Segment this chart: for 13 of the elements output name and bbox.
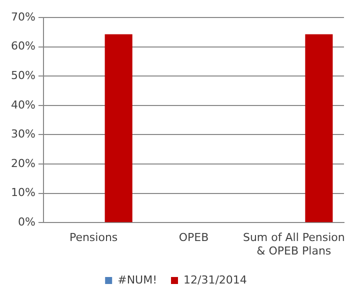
y-tick-label: 0% [18,215,36,228]
y-tick-label: 10% [10,186,36,200]
y-tick-label: 50% [10,69,36,82]
y-tick-label: 70% [10,10,36,24]
x-tick-label: Pensions [69,231,118,244]
y-tick-label: 30% [10,128,36,141]
x-tick-label: Sum of All Pension & OPEB Plans [242,231,345,258]
y-tick-label: 60% [10,40,36,53]
legend-label: #NUM! [118,273,158,286]
x-tick-label: OPEB [178,231,209,244]
legend-label: 12/31/2014 [184,273,247,286]
y-tick-label: 20% [10,156,36,170]
y-tick-label: 40% [10,98,36,112]
